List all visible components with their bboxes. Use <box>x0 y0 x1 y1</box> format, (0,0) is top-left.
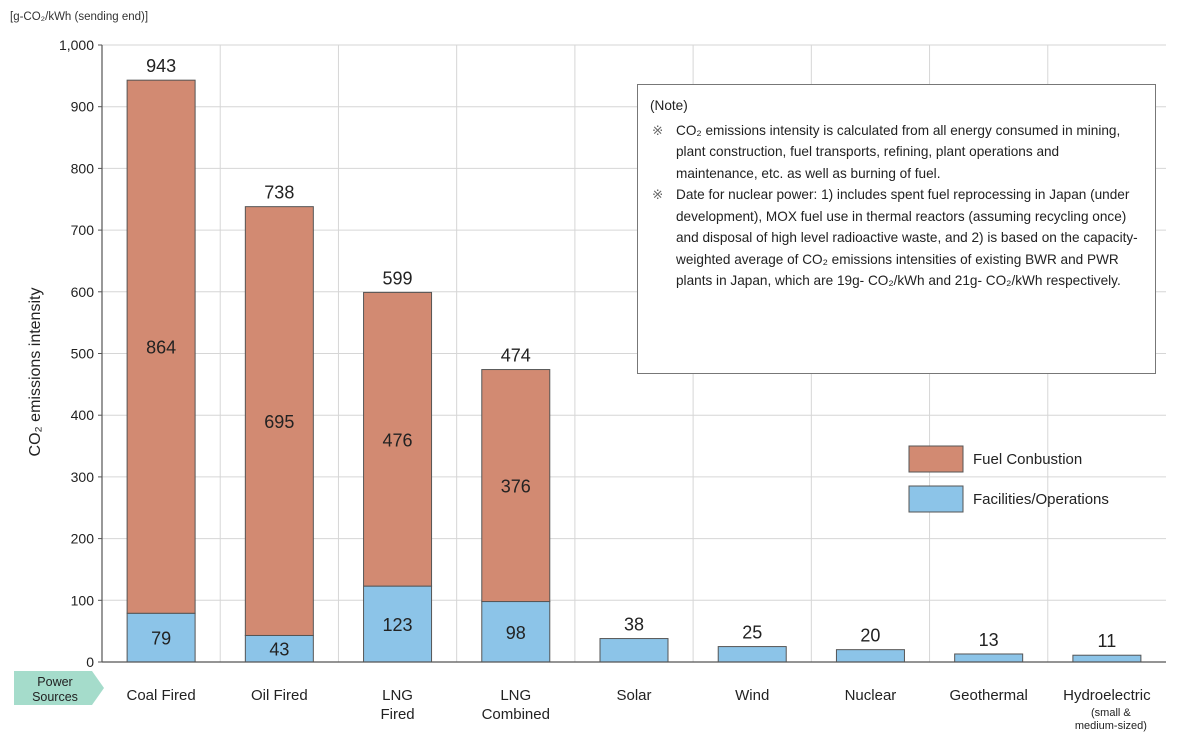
note-title: (Note) <box>650 98 688 113</box>
segment-label-fuel: 864 <box>146 338 176 358</box>
total-label: 20 <box>860 626 880 646</box>
y-tick-label: 1,000 <box>59 37 94 53</box>
total-label: 38 <box>624 615 644 635</box>
segment-label-fuel: 695 <box>264 412 294 432</box>
x-tick-label: Solar <box>616 687 651 704</box>
legend: Fuel Conbustion Facilities/Operations <box>908 445 1109 513</box>
bar-facilities-operations <box>954 653 1024 663</box>
y-tick-label: 400 <box>71 407 95 423</box>
legend-swatch <box>908 485 964 513</box>
legend-label: Facilities/Operations <box>973 491 1109 508</box>
bar-facilities-operations <box>835 649 905 663</box>
x-tick-label: Coal Fired <box>127 687 196 704</box>
bar-facilities-operations <box>363 585 433 663</box>
total-label: 13 <box>979 630 999 650</box>
x-tick-label: LNG <box>500 687 531 704</box>
y-tick-label: 700 <box>71 222 95 238</box>
bar-facilities-operations <box>244 634 314 663</box>
note-box: (Note) ※ CO₂ emissions intensity is calc… <box>637 84 1156 374</box>
note-text: Date for nuclear power: 1) includes spen… <box>676 187 1138 288</box>
x-tick-sublabel: medium-sized) <box>1075 720 1147 732</box>
axes: 0 100 200 300 400 500 600 700 800 900 1,000 <box>59 37 1166 670</box>
y-tick-label: 900 <box>71 99 95 115</box>
bar-fuel-combustion <box>244 206 314 636</box>
note-text: CO₂ emissions intensity is calculated fr… <box>676 122 1121 181</box>
bar-facilities-operations <box>481 601 551 663</box>
y-axis-title: CO₂ emissions intensity <box>27 288 44 457</box>
bars <box>126 79 1142 663</box>
segment-label-facilities: 98 <box>506 623 526 643</box>
x-tick-label: Oil Fired <box>251 687 308 704</box>
legend-label: Fuel Conbustion <box>973 451 1082 468</box>
data-labels: 864 79 943 695 43 738 476 123 599 376 98 474 38 25 20 1… <box>146 56 1116 660</box>
total-label: 25 <box>742 623 762 643</box>
bar-facilities-operations <box>599 638 669 663</box>
segment-label-fuel: 376 <box>501 477 531 497</box>
x-tick-label: Hydroelectric <box>1063 687 1151 704</box>
segment-label-facilities: 43 <box>269 640 289 660</box>
note-mark: ※ <box>652 187 664 202</box>
y-tick-label: 600 <box>71 284 95 300</box>
y-tick-label: 800 <box>71 160 95 176</box>
segment-label-fuel: 476 <box>383 430 413 450</box>
y-tick-label: 100 <box>71 592 95 608</box>
power-sources-header-label: Power <box>37 675 72 689</box>
total-label: 738 <box>264 183 294 203</box>
total-label: 11 <box>1098 631 1117 651</box>
y-tick-label: 200 <box>71 531 95 547</box>
x-tick-label: Geothermal <box>949 687 1027 704</box>
power-sources-header <box>14 671 104 705</box>
bar-fuel-combustion <box>481 369 551 603</box>
x-tick-label: Fired <box>380 706 414 723</box>
y-tick-label: 0 <box>86 654 94 670</box>
note-mark: ※ <box>652 122 664 138</box>
total-label: 599 <box>383 268 413 288</box>
legend-swatch <box>908 445 964 473</box>
segment-label-facilities: 123 <box>383 615 413 635</box>
total-label: 474 <box>501 346 531 366</box>
y-tick-label: 500 <box>71 346 95 362</box>
note-item: ※ CO₂ emissions intensity is calculated … <box>650 120 1143 185</box>
x-tick-label: Combined <box>482 706 550 723</box>
power-sources-header-label: Sources <box>32 690 78 704</box>
x-tick-label: Nuclear <box>845 687 897 704</box>
x-tick-sublabel: (small & <box>1091 707 1131 719</box>
x-tick-label: Wind <box>735 687 769 704</box>
y-tick-label: 300 <box>71 469 95 485</box>
bar-facilities-operations <box>1072 654 1142 663</box>
segment-label-facilities: 79 <box>151 629 171 649</box>
total-label: 943 <box>146 56 176 76</box>
bar-fuel-combustion <box>126 79 196 614</box>
bar-facilities-operations <box>126 612 196 663</box>
category-labels: Coal Fired Oil Fired LNG Fired LNG Combined So… <box>14 671 1151 732</box>
bar-fuel-combustion <box>363 291 433 587</box>
bar-facilities-operations <box>717 646 787 663</box>
note-item: ※ Date for nuclear power: 1) includes sp… <box>650 184 1143 292</box>
unit-label: [g-CO₂/kWh (sending end)] <box>10 11 148 23</box>
x-tick-label: LNG <box>382 687 413 704</box>
